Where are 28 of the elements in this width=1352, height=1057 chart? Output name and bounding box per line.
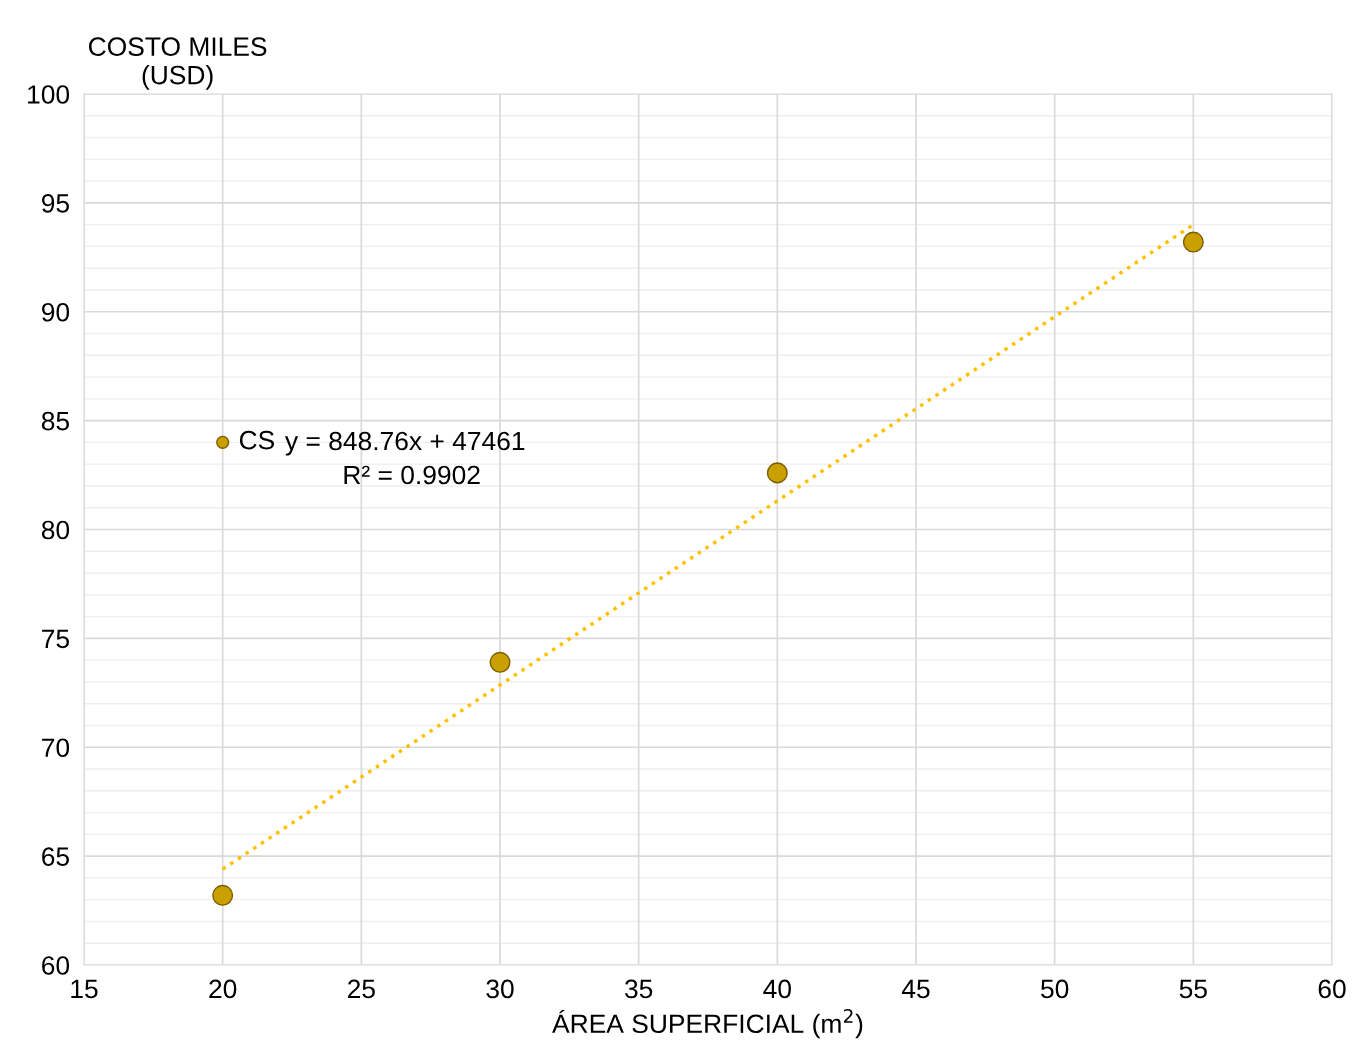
y-tick-label: 90 xyxy=(42,302,70,322)
y-tick-label: 70 xyxy=(42,738,70,758)
x-tick-label: 60 xyxy=(1318,979,1346,999)
y-tick-label: 75 xyxy=(42,629,70,649)
y-tick-label: 80 xyxy=(41,520,70,540)
legend-label: CS xyxy=(239,430,274,450)
y-tick-label: 95 xyxy=(42,194,70,213)
point xyxy=(766,462,788,484)
annotation: R² = 0.9902 xyxy=(344,465,480,485)
x-tick-label: 35 xyxy=(625,979,653,999)
x-tick-label: 45 xyxy=(901,979,930,999)
annotation: y = 848.76x + 47461 xyxy=(284,431,525,456)
y-tick-label: 60 xyxy=(42,956,70,975)
point xyxy=(212,884,234,906)
x-tick-label: 15 xyxy=(71,979,98,999)
y-axis-title: COSTO MILES (USD) xyxy=(89,37,267,90)
x-tick-label: 30 xyxy=(486,979,514,999)
x-tick-label: 55 xyxy=(1179,979,1207,999)
point xyxy=(489,651,511,673)
x-tick-label: 40 xyxy=(763,979,791,999)
x-axis-title: ÁREA SUPERFICIAL (m$^{2}$) xyxy=(552,1009,863,1039)
y-tick-label: 65 xyxy=(42,847,70,866)
y-tick-label: 100 xyxy=(28,85,70,104)
x-tick-label: 25 xyxy=(347,979,375,999)
point xyxy=(1182,231,1204,253)
y-tick-label: 85 xyxy=(41,411,70,431)
x-tick-label: 50 xyxy=(1041,979,1069,999)
x-tick-label: 20 xyxy=(209,979,237,999)
